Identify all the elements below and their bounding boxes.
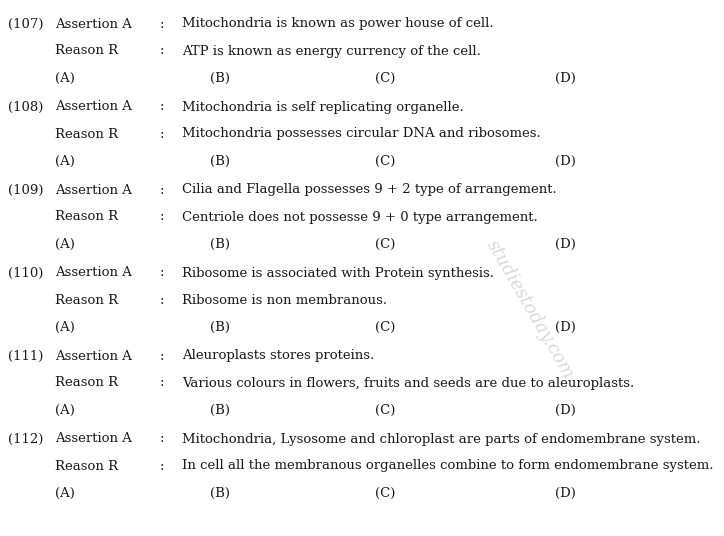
Text: (A): (A) bbox=[55, 154, 75, 167]
Text: (B): (B) bbox=[210, 487, 230, 500]
Text: studiestoday.com: studiestoday.com bbox=[483, 237, 577, 383]
Text: (108): (108) bbox=[8, 101, 43, 114]
Text: (B): (B) bbox=[210, 154, 230, 167]
Text: (C): (C) bbox=[375, 71, 395, 85]
Text: In cell all the membranous organelles combine to form endomembrane system.: In cell all the membranous organelles co… bbox=[182, 459, 713, 473]
Text: Reason R: Reason R bbox=[55, 376, 118, 390]
Text: :: : bbox=[160, 128, 164, 140]
Text: (A): (A) bbox=[55, 321, 75, 333]
Text: (107): (107) bbox=[8, 18, 43, 31]
Text: Reason R: Reason R bbox=[55, 294, 118, 307]
Text: (110): (110) bbox=[8, 266, 43, 279]
Text: :: : bbox=[160, 349, 164, 362]
Text: (112): (112) bbox=[8, 433, 43, 445]
Text: (B): (B) bbox=[210, 237, 230, 250]
Text: Assertion A: Assertion A bbox=[55, 266, 132, 279]
Text: Aleuroplasts stores proteins.: Aleuroplasts stores proteins. bbox=[182, 349, 374, 362]
Text: (C): (C) bbox=[375, 321, 395, 333]
Text: :: : bbox=[160, 183, 164, 197]
Text: :: : bbox=[160, 18, 164, 31]
Text: Assertion A: Assertion A bbox=[55, 101, 132, 114]
Text: (A): (A) bbox=[55, 487, 75, 500]
Text: (B): (B) bbox=[210, 404, 230, 416]
Text: :: : bbox=[160, 433, 164, 445]
Text: (D): (D) bbox=[555, 404, 576, 416]
Text: Reason R: Reason R bbox=[55, 211, 118, 224]
Text: :: : bbox=[160, 266, 164, 279]
Text: (B): (B) bbox=[210, 71, 230, 85]
Text: (D): (D) bbox=[555, 71, 576, 85]
Text: (D): (D) bbox=[555, 321, 576, 333]
Text: (C): (C) bbox=[375, 154, 395, 167]
Text: Reason R: Reason R bbox=[55, 44, 118, 57]
Text: (D): (D) bbox=[555, 154, 576, 167]
Text: Assertion A: Assertion A bbox=[55, 433, 132, 445]
Text: :: : bbox=[160, 211, 164, 224]
Text: (C): (C) bbox=[375, 487, 395, 500]
Text: (111): (111) bbox=[8, 349, 43, 362]
Text: :: : bbox=[160, 44, 164, 57]
Text: Reason R: Reason R bbox=[55, 128, 118, 140]
Text: :: : bbox=[160, 101, 164, 114]
Text: Cilia and Flagella possesses 9 + 2 type of arrangement.: Cilia and Flagella possesses 9 + 2 type … bbox=[182, 183, 557, 197]
Text: Assertion A: Assertion A bbox=[55, 183, 132, 197]
Text: Various colours in flowers, fruits and seeds are due to aleuroplasts.: Various colours in flowers, fruits and s… bbox=[182, 376, 634, 390]
Text: (109): (109) bbox=[8, 183, 43, 197]
Text: :: : bbox=[160, 294, 164, 307]
Text: (A): (A) bbox=[55, 71, 75, 85]
Text: Assertion A: Assertion A bbox=[55, 18, 132, 31]
Text: Centriole does not possesse 9 + 0 type arrangement.: Centriole does not possesse 9 + 0 type a… bbox=[182, 211, 538, 224]
Text: (A): (A) bbox=[55, 404, 75, 416]
Text: :: : bbox=[160, 459, 164, 473]
Text: Mitochondria is known as power house of cell.: Mitochondria is known as power house of … bbox=[182, 18, 494, 31]
Text: Reason R: Reason R bbox=[55, 459, 118, 473]
Text: Mitochondria, Lysosome and chloroplast are parts of endomembrane system.: Mitochondria, Lysosome and chloroplast a… bbox=[182, 433, 701, 445]
Text: ATP is known as energy currency of the cell.: ATP is known as energy currency of the c… bbox=[182, 44, 481, 57]
Text: (A): (A) bbox=[55, 237, 75, 250]
Text: (C): (C) bbox=[375, 404, 395, 416]
Text: (C): (C) bbox=[375, 237, 395, 250]
Text: Ribosome is non membranous.: Ribosome is non membranous. bbox=[182, 294, 387, 307]
Text: :: : bbox=[160, 376, 164, 390]
Text: (D): (D) bbox=[555, 487, 576, 500]
Text: Assertion A: Assertion A bbox=[55, 349, 132, 362]
Text: (D): (D) bbox=[555, 237, 576, 250]
Text: Mitochondria possesses circular DNA and ribosomes.: Mitochondria possesses circular DNA and … bbox=[182, 128, 541, 140]
Text: Mitochondria is self replicating organelle.: Mitochondria is self replicating organel… bbox=[182, 101, 464, 114]
Text: Ribosome is associated with Protein synthesis.: Ribosome is associated with Protein synt… bbox=[182, 266, 494, 279]
Text: (B): (B) bbox=[210, 321, 230, 333]
